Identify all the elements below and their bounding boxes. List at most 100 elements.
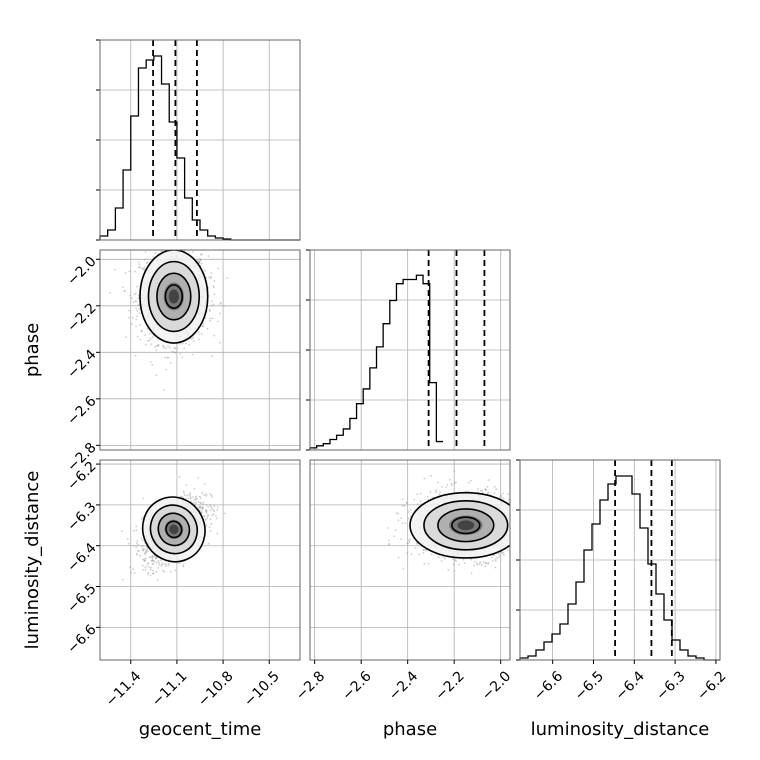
- scatter-point: [207, 542, 210, 545]
- scatter-point: [201, 492, 204, 494]
- scatter-point: [484, 562, 487, 564]
- scatter-point: [154, 346, 156, 348]
- scatter-point: [521, 519, 523, 521]
- scatter-point: [141, 518, 143, 521]
- scatter-point: [161, 569, 164, 572]
- scatter-point: [144, 334, 147, 336]
- scatter-point: [474, 560, 476, 563]
- ylabel-luminosity-distance: luminosity_distance: [22, 471, 43, 650]
- scatter-point: [523, 529, 525, 531]
- scatter-point: [146, 565, 149, 567]
- scatter-point: [157, 560, 160, 562]
- scatter-point: [136, 285, 139, 288]
- scatter-point: [146, 550, 149, 553]
- scatter-point: [158, 243, 160, 245]
- scatter-point: [134, 270, 137, 273]
- scatter-point: [153, 560, 156, 563]
- scatter-point: [124, 272, 127, 274]
- scatter-point: [166, 356, 169, 359]
- scatter-point: [393, 535, 396, 538]
- scatter-point: [203, 494, 206, 496]
- scatter-point: [531, 529, 533, 531]
- scatter-point: [422, 548, 425, 551]
- scatter-point: [209, 505, 212, 508]
- scatter-point: [487, 479, 490, 481]
- scatter-point: [223, 512, 226, 515]
- scatter-point: [153, 245, 155, 247]
- scatter-point: [408, 541, 411, 543]
- scatter-point: [212, 513, 215, 516]
- scatter-point: [416, 543, 419, 545]
- scatter-point: [401, 504, 404, 507]
- scatter-point: [163, 570, 166, 573]
- scatter-point: [154, 252, 157, 255]
- scatter-point: [147, 562, 149, 565]
- scatter-point: [210, 494, 213, 497]
- panel-frame: [519, 459, 721, 661]
- scatter-point: [139, 338, 142, 341]
- scatter-point: [199, 501, 202, 504]
- scatter-point: [406, 542, 409, 545]
- scatter-point: [518, 517, 520, 519]
- scatter-point: [423, 562, 426, 565]
- scatter-point: [508, 498, 510, 501]
- scatter-point: [205, 503, 208, 506]
- scatter-point: [512, 541, 514, 543]
- scatter-point: [155, 243, 157, 245]
- scatter-point: [158, 563, 161, 566]
- scatter-point: [502, 551, 505, 554]
- scatter-point: [154, 557, 157, 560]
- scatter-point: [201, 242, 203, 244]
- scatter-point: [131, 317, 134, 319]
- scatter-point: [404, 522, 407, 525]
- xlabel-geocent-time: geocent_time: [139, 719, 262, 740]
- scatter-point: [416, 493, 418, 495]
- scatter-point: [528, 532, 530, 534]
- scatter-point: [120, 530, 123, 532]
- xtick-label-geocent_time: −11.4: [103, 668, 145, 710]
- scatter-point: [435, 489, 437, 492]
- contour-2σ: [139, 250, 209, 344]
- histogram-step-luminosity_distance: [519, 475, 720, 661]
- scatter-point: [191, 353, 194, 356]
- scatter-point: [200, 262, 203, 265]
- scatter-point: [137, 297, 140, 300]
- scatter-point: [211, 304, 213, 307]
- scatter-point: [166, 244, 168, 246]
- scatter-point: [386, 527, 389, 529]
- scatter-point: [198, 257, 201, 260]
- scatter-point: [185, 484, 188, 486]
- scatter-point: [419, 500, 422, 503]
- panel-content: [100, 460, 300, 660]
- scatter-point: [541, 537, 543, 539]
- scatter-point: [167, 345, 169, 347]
- scatter-point: [203, 483, 206, 485]
- scatter-point: [406, 552, 409, 555]
- scatter-point: [486, 485, 489, 488]
- scatter-point: [187, 242, 189, 244]
- scatter-point: [529, 548, 531, 550]
- contour-0.5σ: [164, 284, 184, 309]
- scatter-point: [212, 286, 215, 289]
- scatter-point: [467, 481, 470, 484]
- scatter-point: [513, 532, 515, 534]
- scatter-point: [205, 494, 208, 497]
- scatter-point: [196, 497, 198, 500]
- scatter-point: [438, 493, 441, 496]
- scatter-point: [193, 487, 196, 490]
- scatter-point: [513, 528, 515, 530]
- scatter-point: [192, 501, 195, 504]
- scatter-point: [387, 543, 390, 546]
- scatter-point: [131, 297, 133, 300]
- scatter-point: [502, 492, 504, 495]
- scatter-point: [144, 553, 147, 556]
- scatter-point: [205, 510, 208, 513]
- scatter-point: [178, 476, 181, 479]
- scatter-point: [210, 509, 212, 512]
- scatter-point: [528, 539, 530, 541]
- density-fill: [168, 289, 179, 304]
- scatter-point: [416, 503, 419, 506]
- scatter-point: [189, 245, 191, 247]
- scatter-point: [122, 286, 124, 289]
- scatter-point: [210, 522, 213, 525]
